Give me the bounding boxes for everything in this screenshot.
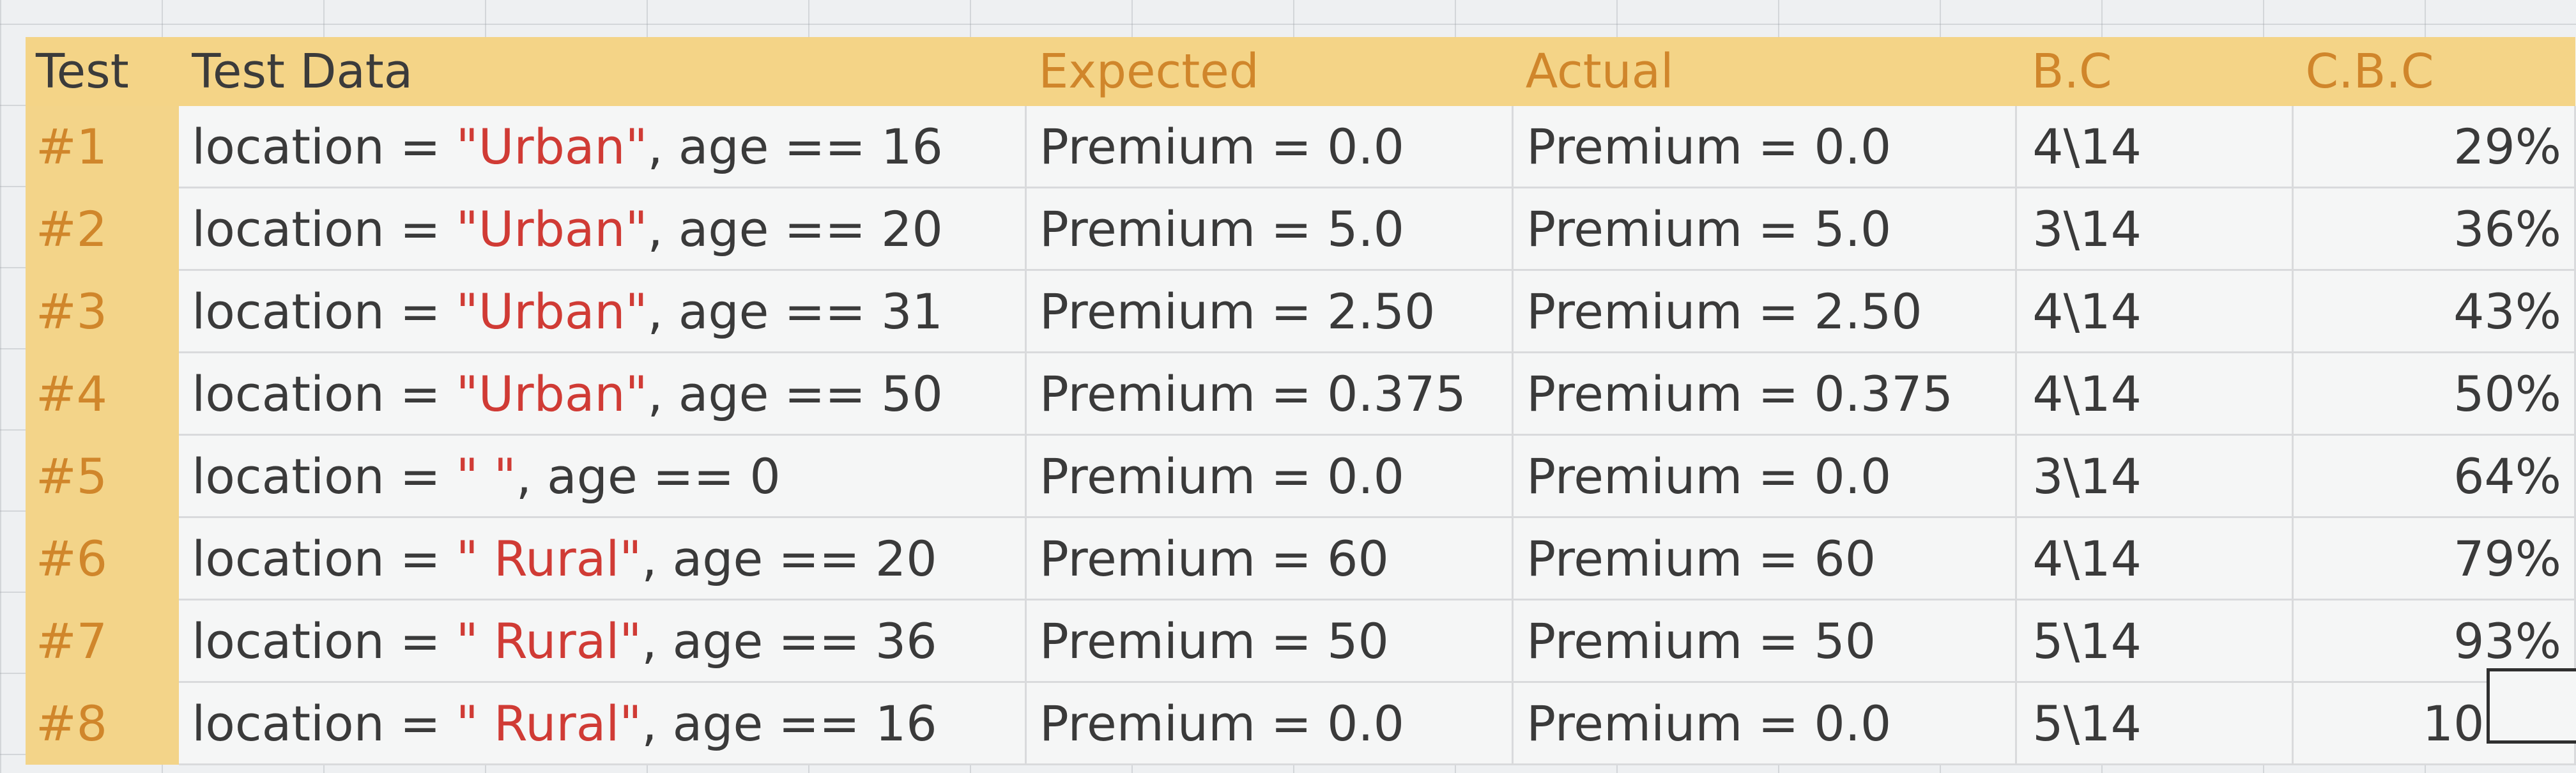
bc-cell[interactable]: 4\14 — [2016, 352, 2294, 436]
test-id-cell[interactable]: #7 — [26, 599, 180, 682]
cbc-cell[interactable]: 43% — [2292, 270, 2576, 353]
test-data-suffix: , age == 20 — [641, 530, 937, 587]
test-data-string: " Rural" — [456, 530, 642, 587]
test-id-cell[interactable]: #4 — [26, 352, 180, 435]
cbc-cell[interactable]: 50% — [2292, 352, 2576, 436]
header-test-data[interactable]: Test Data — [179, 37, 1026, 106]
selected-cell[interactable] — [2487, 668, 2576, 744]
table-row: #4 location = "Urban", age == 50 Premium =… — [26, 352, 2576, 436]
actual-cell[interactable]: Premium = 2.50 — [1512, 270, 2018, 353]
test-data-prefix: location = — [192, 118, 456, 175]
bc-cell[interactable]: 3\14 — [2016, 434, 2294, 518]
cbc-cell[interactable]: 79% — [2292, 517, 2576, 601]
actual-cell[interactable]: Premium = 0.375 — [1512, 352, 2018, 436]
test-data-cell[interactable]: location = "Urban", age == 50 — [179, 352, 1027, 436]
bc-cell[interactable]: 5\14 — [2016, 682, 2294, 765]
actual-cell[interactable]: Premium = 0.0 — [1512, 682, 2018, 765]
cbc-cell[interactable]: 64% — [2292, 434, 2576, 518]
table-row: #6 location = " Rural", age == 20 Premium … — [26, 517, 2576, 601]
test-data-string: "Urban" — [456, 365, 648, 422]
header-cbc[interactable]: C.B.C — [2292, 37, 2575, 106]
test-data-prefix: location = — [192, 200, 456, 257]
actual-cell[interactable]: Premium = 50 — [1512, 599, 2018, 683]
test-data-string: "Urban" — [456, 282, 648, 340]
test-data-cell[interactable]: location = "Urban", age == 16 — [179, 106, 1027, 188]
expected-cell[interactable]: Premium = 0.375 — [1025, 352, 1514, 436]
table-row: #3 location = "Urban", age == 31 Premium =… — [26, 270, 2576, 353]
test-data-prefix: location = — [192, 694, 456, 752]
test-data-cell[interactable]: location = " Rural", age == 20 — [179, 517, 1027, 601]
test-data-cell[interactable]: location = "Urban", age == 31 — [179, 270, 1027, 353]
test-id-cell[interactable]: #8 — [26, 682, 180, 765]
bc-cell[interactable]: 4\14 — [2016, 517, 2294, 601]
actual-cell[interactable]: Premium = 0.0 — [1512, 434, 2018, 518]
test-id-cell[interactable]: #1 — [26, 106, 180, 188]
expected-cell[interactable]: Premium = 0.0 — [1025, 434, 1514, 518]
test-data-prefix: location = — [192, 530, 456, 587]
table-row: #7 location = " Rural", age == 36 Premium … — [26, 599, 2576, 683]
expected-cell[interactable]: Premium = 50 — [1025, 599, 1514, 683]
test-data-suffix: , age == 31 — [647, 282, 943, 340]
test-id-cell[interactable]: #3 — [26, 270, 180, 353]
expected-cell[interactable]: Premium = 0.0 — [1025, 106, 1514, 188]
expected-cell[interactable]: Premium = 60 — [1025, 517, 1514, 601]
cbc-cell[interactable]: 29% — [2292, 106, 2576, 188]
test-data-suffix: , age == 36 — [641, 612, 937, 670]
expected-cell[interactable]: Premium = 2.50 — [1025, 270, 1514, 353]
expected-cell[interactable]: Premium = 5.0 — [1025, 187, 1514, 271]
bc-cell[interactable]: 4\14 — [2016, 106, 2294, 188]
test-data-prefix: location = — [192, 282, 456, 340]
actual-cell[interactable]: Premium = 0.0 — [1512, 106, 2018, 188]
header-actual[interactable]: Actual — [1512, 37, 2016, 106]
test-data-string: " Rural" — [456, 612, 642, 670]
test-data-suffix: , age == 50 — [647, 365, 943, 422]
test-data-string: "Urban" — [456, 200, 648, 257]
test-data-cell[interactable]: location = " ", age == 0 — [179, 434, 1027, 518]
table-row: #2 location = "Urban", age == 20 Premium =… — [26, 187, 2576, 271]
test-case-table: Test Test Data Expected Actual B.C C.B.C… — [26, 37, 2576, 765]
expected-cell[interactable]: Premium = 0.0 — [1025, 682, 1514, 765]
table-row: #5 location = " ", age == 0 Premium = 0.0 P… — [26, 434, 2576, 518]
test-data-cell[interactable]: location = " Rural", age == 36 — [179, 599, 1027, 683]
test-id-cell[interactable]: #5 — [26, 434, 180, 517]
test-data-string: " Rural" — [456, 694, 642, 752]
test-id-cell[interactable]: #6 — [26, 517, 180, 600]
test-data-cell[interactable]: location = " Rural", age == 16 — [179, 682, 1027, 765]
test-data-prefix: location = — [192, 365, 456, 422]
test-data-suffix: , age == 16 — [641, 694, 937, 752]
cbc-cell[interactable]: 36% — [2292, 187, 2576, 271]
header-row: Test Test Data Expected Actual B.C C.B.C — [26, 37, 2575, 106]
test-data-string: " " — [456, 447, 516, 505]
test-id-cell[interactable]: #2 — [26, 187, 180, 270]
test-data-prefix: location = — [192, 447, 456, 505]
test-data-suffix: , age == 20 — [647, 200, 943, 257]
test-data-suffix: , age == 0 — [516, 447, 781, 505]
actual-cell[interactable]: Premium = 60 — [1512, 517, 2018, 601]
cbc-cell[interactable]: 93% — [2292, 599, 2576, 683]
header-test[interactable]: Test — [26, 37, 180, 106]
header-bc[interactable]: B.C — [2016, 37, 2293, 106]
bc-cell[interactable]: 5\14 — [2016, 599, 2294, 683]
bc-cell[interactable]: 3\14 — [2016, 187, 2294, 271]
header-expected[interactable]: Expected — [1025, 37, 1513, 106]
bc-cell[interactable]: 4\14 — [2016, 270, 2294, 353]
table-row: #1 location = "Urban", age == 16 Premium =… — [26, 106, 2576, 188]
test-data-cell[interactable]: location = "Urban", age == 20 — [179, 187, 1027, 271]
test-data-suffix: , age == 16 — [647, 118, 943, 175]
test-data-string: "Urban" — [456, 118, 648, 175]
test-data-prefix: location = — [192, 612, 456, 670]
table-row: #8 location = " Rural", age == 16 Premium … — [26, 682, 2576, 765]
actual-cell[interactable]: Premium = 5.0 — [1512, 187, 2018, 271]
